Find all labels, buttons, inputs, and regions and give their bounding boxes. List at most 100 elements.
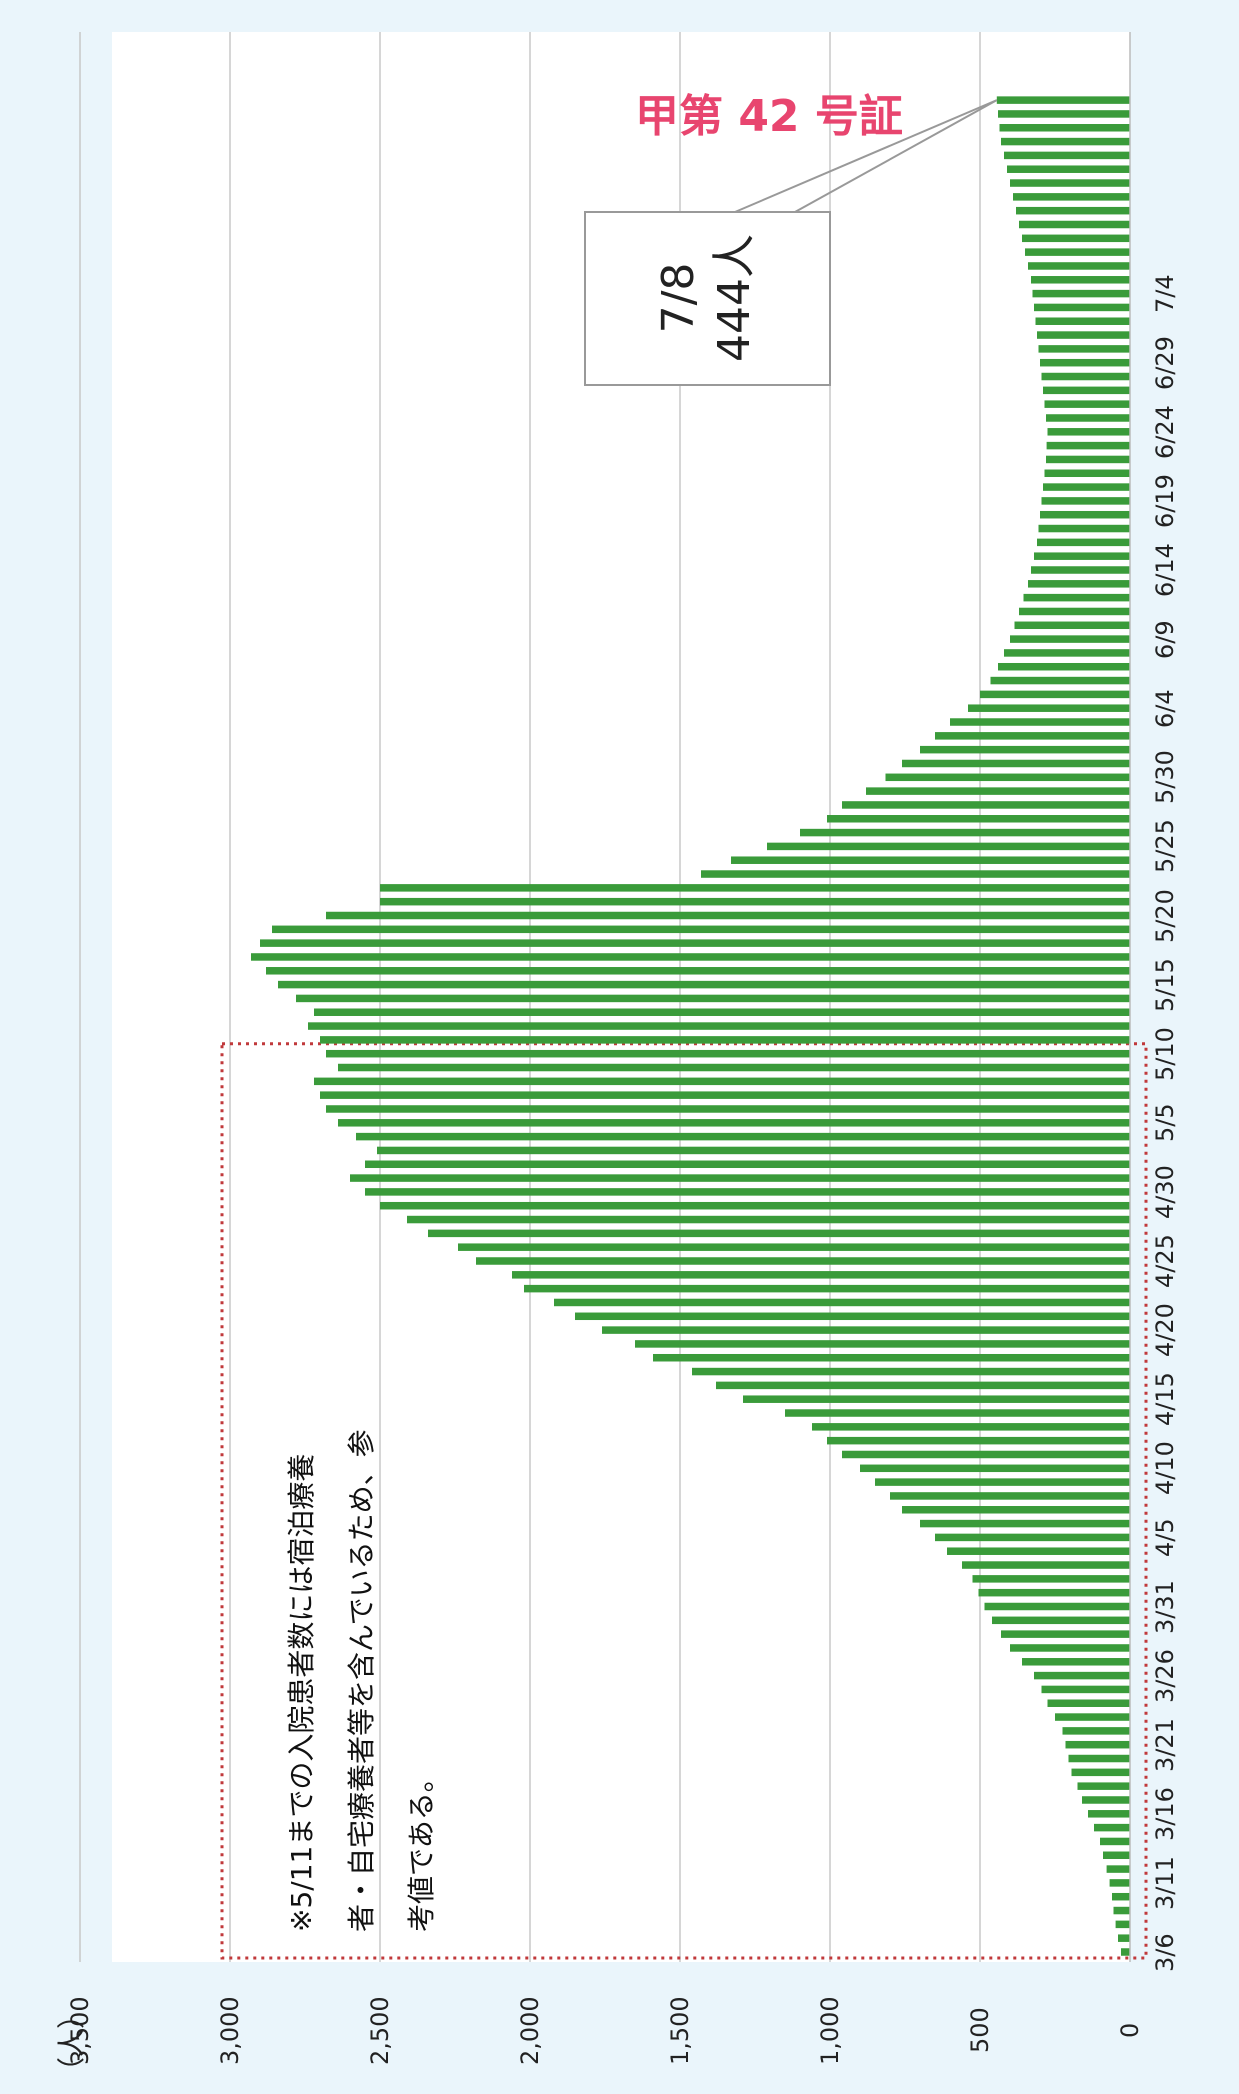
bar xyxy=(356,1132,1130,1141)
bar xyxy=(1013,193,1130,201)
bar xyxy=(1046,441,1130,450)
bar xyxy=(731,856,1130,864)
value-tick-label: 1,500 xyxy=(666,1995,694,2065)
bar xyxy=(380,897,1130,906)
date-tick-label: 4/30 xyxy=(1151,1164,1179,1219)
bar xyxy=(1106,1865,1130,1873)
bar xyxy=(1025,248,1130,256)
bar xyxy=(314,1077,1130,1086)
bar xyxy=(984,1602,1130,1611)
bar xyxy=(716,1381,1130,1390)
bar xyxy=(1043,386,1130,395)
bar xyxy=(407,1215,1130,1224)
bar xyxy=(338,1119,1130,1127)
date-tick-label: 6/14 xyxy=(1151,543,1179,597)
date-tick-label: 3/6 xyxy=(1151,1932,1179,1972)
bar xyxy=(1044,469,1130,478)
bar xyxy=(1023,593,1130,602)
bar xyxy=(1071,1768,1130,1777)
date-tick-label: 3/31 xyxy=(1151,1579,1179,1634)
bar xyxy=(1001,1630,1130,1638)
bar xyxy=(1032,289,1130,298)
bar xyxy=(998,662,1130,671)
bar xyxy=(377,1146,1130,1155)
bar xyxy=(1109,1879,1130,1887)
value-tick-label: 2,000 xyxy=(516,1995,544,2065)
bar xyxy=(380,884,1130,892)
bar xyxy=(314,1008,1130,1016)
date-tick-label: 5/25 xyxy=(1151,819,1179,874)
bar xyxy=(1044,400,1130,408)
value-tick-label: 1,000 xyxy=(816,1995,844,2065)
callout-date: 7/8 xyxy=(653,262,704,334)
bar xyxy=(860,1464,1130,1473)
bar xyxy=(635,1340,1130,1348)
bar xyxy=(1113,1906,1130,1915)
bar xyxy=(972,1575,1130,1583)
bar xyxy=(827,1436,1130,1445)
bar xyxy=(935,732,1130,740)
date-tick-label: 4/25 xyxy=(1151,1234,1179,1288)
bar xyxy=(365,1160,1130,1169)
bar xyxy=(947,1547,1130,1555)
bar xyxy=(990,676,1130,685)
bar xyxy=(1007,165,1130,173)
date-tick-label: 4/15 xyxy=(1151,1372,1179,1427)
value-tick-label: 0 xyxy=(1116,2022,1144,2038)
bar xyxy=(1010,179,1130,187)
bar xyxy=(1035,317,1130,325)
bar xyxy=(1112,1892,1130,1901)
bar xyxy=(1031,566,1130,574)
bar xyxy=(476,1257,1130,1265)
bar xyxy=(996,96,1130,104)
bar xyxy=(980,690,1130,699)
date-tick-label: 5/15 xyxy=(1151,957,1179,1012)
date-tick-label: 6/19 xyxy=(1151,473,1179,528)
bar xyxy=(1022,1658,1130,1666)
bar xyxy=(935,1533,1130,1542)
bar xyxy=(266,967,1130,975)
bar xyxy=(554,1298,1130,1307)
bar xyxy=(272,925,1130,934)
bar xyxy=(251,953,1130,961)
bar xyxy=(1041,1685,1130,1694)
bar xyxy=(1010,635,1130,643)
bar xyxy=(320,1091,1130,1099)
date-tick-label: 4/5 xyxy=(1151,1518,1179,1557)
bar xyxy=(1028,262,1130,270)
bar xyxy=(1094,1823,1130,1832)
bar xyxy=(653,1353,1130,1362)
bar xyxy=(1034,552,1130,560)
date-tick-label: 6/9 xyxy=(1151,619,1179,659)
bar xyxy=(890,1492,1130,1500)
note-line: 者・自宅療養者等を含んでいるため、参 xyxy=(345,1429,378,1932)
bar xyxy=(1019,220,1130,229)
callout-value: 444人 xyxy=(709,234,760,362)
note-text-block: ※5/11までの入院患者数には宿泊療養 者・自宅療養者等を含んでいるため、参 考… xyxy=(272,1429,452,1932)
bar xyxy=(999,124,1130,132)
bar xyxy=(842,1450,1130,1459)
bar xyxy=(260,939,1130,947)
bar xyxy=(701,870,1130,878)
bar xyxy=(902,1506,1130,1514)
value-tick-label: 500 xyxy=(966,2007,994,2053)
callout-label: 7/8 444人 xyxy=(651,234,763,362)
bar xyxy=(575,1312,1130,1321)
bar xyxy=(902,759,1130,768)
bar xyxy=(1065,1740,1130,1749)
bar xyxy=(458,1243,1130,1251)
bar xyxy=(1031,276,1130,284)
bar xyxy=(992,1616,1130,1625)
date-tick-label: 5/30 xyxy=(1151,750,1179,805)
bar xyxy=(866,787,1130,795)
bar xyxy=(812,1423,1130,1431)
date-tick-label: 7/4 xyxy=(1151,274,1179,314)
bar xyxy=(885,773,1130,782)
bar xyxy=(1121,1948,1130,1956)
bar xyxy=(920,745,1130,754)
bar xyxy=(1034,1671,1130,1680)
bar xyxy=(1047,428,1130,436)
bar xyxy=(1016,206,1130,215)
bar xyxy=(1055,1713,1130,1721)
